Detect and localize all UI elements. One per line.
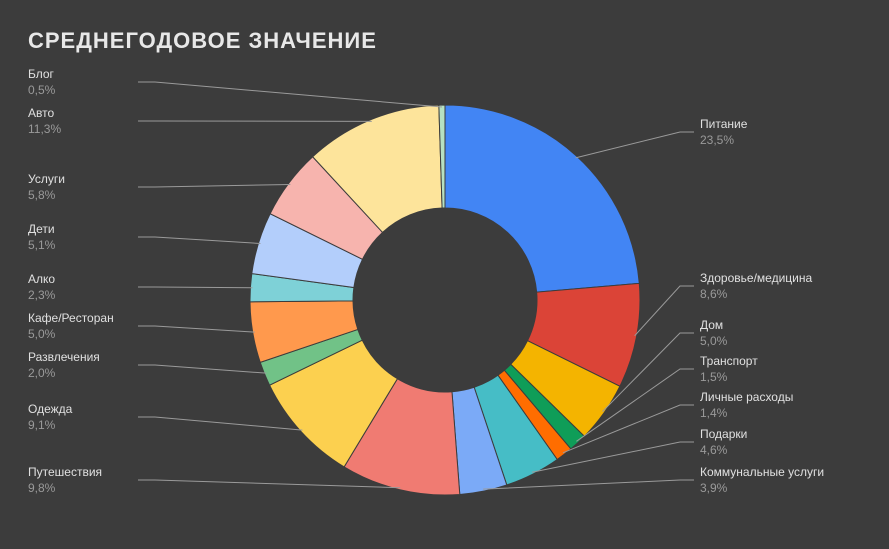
label-14: Авто11,3% [28, 106, 61, 137]
label-name-6: Коммунальные услуги [700, 465, 824, 481]
leader-1 [635, 286, 694, 336]
label-name-2: Дом [700, 318, 727, 334]
leader-9 [138, 365, 266, 373]
label-pct-3: 1,5% [700, 370, 758, 386]
label-1: Здоровье/медицина8,6% [700, 271, 812, 302]
label-8: Одежда9,1% [28, 402, 72, 433]
label-name-14: Авто [28, 106, 61, 122]
label-pct-5: 4,6% [700, 443, 747, 459]
label-pct-2: 5,0% [700, 334, 727, 350]
label-pct-0: 23,5% [700, 133, 747, 149]
label-pct-6: 3,9% [700, 481, 824, 497]
label-pct-14: 11,3% [28, 122, 61, 138]
label-3: Транспорт1,5% [700, 354, 758, 385]
leader-10 [138, 326, 255, 332]
label-9: Развлечения2,0% [28, 350, 100, 381]
chart-container: СРЕДНЕГОДОВОЕ ЗНАЧЕНИЕ Питание23,5%Здоро… [0, 0, 889, 549]
leader-7 [138, 480, 400, 488]
label-pct-12: 5,1% [28, 238, 55, 254]
leader-12 [138, 237, 260, 244]
label-0: Питание23,5% [700, 117, 747, 148]
label-name-5: Подарки [700, 427, 747, 443]
label-name-7: Путешествия [28, 465, 102, 481]
label-10: Кафе/Ресторан5,0% [28, 311, 114, 342]
label-pct-15: 0,5% [28, 83, 55, 99]
label-2: Дом5,0% [700, 318, 727, 349]
label-13: Услуги5,8% [28, 172, 65, 203]
label-pct-10: 5,0% [28, 327, 114, 343]
label-6: Коммунальные услуги3,9% [700, 465, 824, 496]
slice-0[interactable] [445, 105, 639, 292]
label-pct-4: 1,4% [700, 406, 793, 422]
label-name-4: Личные расходы [700, 390, 793, 406]
label-name-8: Одежда [28, 402, 72, 418]
label-15: Блог0,5% [28, 67, 55, 98]
label-name-10: Кафе/Ресторан [28, 311, 114, 327]
leader-15 [138, 82, 442, 107]
leader-0 [576, 132, 694, 158]
label-name-11: Алко [28, 272, 55, 288]
leader-13 [138, 184, 290, 187]
label-4: Личные расходы1,4% [700, 390, 793, 421]
label-pct-7: 9,8% [28, 481, 102, 497]
label-name-13: Услуги [28, 172, 65, 188]
label-11: Алко2,3% [28, 272, 55, 303]
label-name-9: Развлечения [28, 350, 100, 366]
label-pct-9: 2,0% [28, 366, 100, 382]
label-name-15: Блог [28, 67, 55, 83]
label-pct-11: 2,3% [28, 288, 55, 304]
label-name-3: Транспорт [700, 354, 758, 370]
label-pct-8: 9,1% [28, 418, 72, 434]
label-5: Подарки4,6% [700, 427, 747, 458]
label-pct-1: 8,6% [700, 287, 812, 303]
label-name-1: Здоровье/медицина [700, 271, 812, 287]
leader-11 [138, 287, 252, 288]
label-name-12: Дети [28, 222, 55, 238]
label-name-0: Питание [700, 117, 747, 133]
label-pct-13: 5,8% [28, 188, 65, 204]
leader-8 [138, 417, 302, 430]
label-7: Путешествия9,8% [28, 465, 102, 496]
label-12: Дети5,1% [28, 222, 55, 253]
